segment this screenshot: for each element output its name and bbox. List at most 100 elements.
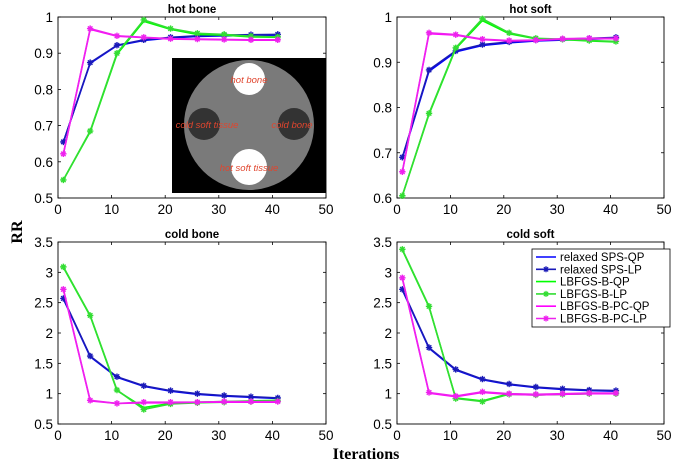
y-tick-label: 2: [45, 326, 53, 341]
data-point-lbfgs-b-lp: [479, 15, 486, 23]
legend-label-lbfgs-b-lp: LBFGS-B-LP: [560, 289, 627, 301]
inset-label-cold-bone: cold bone: [271, 120, 312, 131]
y-tick-label: 3: [45, 265, 53, 280]
data-point-lbfgs-b-lp: [505, 29, 513, 37]
inset-hot-soft-insert: [231, 149, 267, 185]
plot-area: [396, 16, 665, 199]
x-tick-label: 50: [656, 428, 671, 443]
data-point-lbfgs-b-lp: [140, 16, 147, 24]
panel-hot-soft: hot soft 0 10 20 30 40 50 0.6 0.7 0.8 0.9 1: [373, 4, 671, 217]
data-point-lbfgs-b-lp: [194, 30, 201, 37]
data-point-lbfgs-b-pc-lp: [86, 25, 94, 32]
data-point-lbfgs-b-pc-lp: [479, 388, 486, 396]
x-tick-label: 50: [318, 202, 333, 217]
data-point-lbfgs-b-pc-lp: [167, 398, 174, 406]
data-point-lbfgs-b-pc-lp: [505, 37, 513, 44]
y-tick-label: 2: [384, 326, 392, 341]
inset-label-hot-soft-tissue: hot soft tissue: [220, 163, 279, 174]
x-axis-label: Iterations: [333, 446, 400, 463]
inset-label-cold-soft-tissue: cold soft tissue: [176, 120, 239, 131]
data-point-lbfgs-b-lp: [425, 303, 433, 310]
data-point-lbfgs-b-pc-lp: [479, 35, 486, 43]
data-point-relaxed-sps-lp: [86, 59, 94, 66]
data-point-lbfgs-b-pc-lp: [612, 389, 620, 397]
data-point-relaxed-sps-lp: [425, 344, 433, 351]
data-point-lbfgs-b-pc-lp: [586, 389, 593, 397]
y-tick-label: 0.7: [373, 146, 392, 161]
data-point-lbfgs-b-lp: [86, 127, 94, 135]
data-point-relaxed-sps-lp: [452, 366, 459, 373]
y-tick-label: 1: [45, 10, 53, 25]
data-point-lbfgs-b-pc-lp: [425, 389, 433, 396]
x-tick-label: 0: [54, 202, 62, 217]
data-point-lbfgs-b-pc-lp: [399, 274, 406, 281]
data-point-lbfgs-b-lp: [60, 263, 67, 271]
y-tick-label: 0.5: [373, 417, 392, 432]
y-tick-label: 0.5: [34, 417, 53, 432]
plot-area: [57, 241, 327, 425]
inset-hot-bone-insert: [233, 63, 265, 95]
panel-cold-soft: cold soft 0 10 20 30 40 50 0.5 1 1.5 2 2.5 3 3.5: [373, 229, 671, 443]
y-tick-label: 3.5: [34, 235, 53, 250]
data-point-lbfgs-b-pc-lp: [586, 35, 593, 42]
x-tick-label: 0: [393, 202, 401, 217]
x-tick-label: 10: [443, 202, 458, 217]
data-point-relaxed-sps-lp: [479, 375, 486, 383]
x-tick-label: 10: [443, 428, 458, 443]
legend-marker-lbfgs-b-pc-lp: [543, 315, 549, 322]
data-point-lbfgs-b-pc-lp: [113, 32, 121, 40]
x-tick-label: 0: [393, 428, 401, 443]
data-point-lbfgs-b-lp: [247, 32, 255, 40]
data-point-lbfgs-b-pc-lp: [140, 398, 147, 406]
data-point-lbfgs-b-pc-lp: [247, 36, 255, 44]
y-tick-label: 3.5: [373, 235, 392, 250]
y-tick-label: 3: [384, 265, 392, 280]
y-tick-label: 1.5: [373, 356, 392, 371]
x-tick-label: 20: [158, 202, 173, 217]
panel-title: hot soft: [509, 4, 551, 16]
x-tick-label: 10: [104, 428, 119, 443]
y-tick-label: 1: [384, 387, 392, 402]
data-point-lbfgs-b-pc-lp: [399, 168, 406, 175]
x-tick-label: 50: [656, 202, 671, 217]
data-point-relaxed-sps-lp: [505, 380, 513, 388]
data-point-relaxed-sps-lp: [86, 352, 94, 360]
panel-title: cold bone: [165, 229, 219, 241]
x-tick-label: 20: [496, 428, 511, 443]
inset-cold-soft-insert: [188, 108, 220, 140]
data-point-relaxed-sps-lp: [425, 66, 433, 74]
y-tick-label: 0.8: [373, 101, 392, 116]
data-point-lbfgs-b-pc-lp: [113, 400, 121, 407]
data-point-lbfgs-b-pc-lp: [452, 31, 459, 38]
x-tick-label: 30: [211, 202, 226, 217]
y-tick-label: 0.8: [34, 82, 53, 97]
y-tick-label: 0.9: [373, 55, 392, 70]
legend-label-relaxed-sps-qp: relaxed SPS-QP: [560, 252, 645, 264]
data-point-lbfgs-b-pc-lp: [274, 398, 281, 405]
legend-label-lbfgs-b-qp: LBFGS-B-QP: [560, 277, 630, 289]
data-point-lbfgs-b-pc-lp: [247, 398, 255, 405]
y-tick-label: 0.5: [34, 191, 53, 206]
data-point-lbfgs-b-lp: [399, 246, 406, 253]
x-tick-label: 30: [550, 202, 565, 217]
panel-title: hot bone: [168, 4, 217, 16]
legend-label-lbfgs-b-pc-lp: LBFGS-B-PC-LP: [560, 314, 647, 326]
legend-marker-lbfgs-b-lp: [543, 290, 549, 297]
data-point-lbfgs-b-pc-lp: [194, 35, 201, 43]
data-point-relaxed-sps-lp: [399, 286, 406, 293]
legend-label-lbfgs-b-pc-qp: LBFGS-B-PC-QP: [560, 301, 650, 313]
data-point-lbfgs-b-pc-lp: [220, 398, 228, 405]
y-axis-label: RR: [9, 220, 26, 244]
y-tick-label: 1: [45, 387, 53, 402]
data-point-lbfgs-b-pc-lp: [559, 390, 566, 397]
data-point-lbfgs-b-lp: [479, 398, 486, 405]
y-tick-label: 2.5: [34, 296, 53, 311]
phantom-inset: hot bone cold soft tissue cold bone hot …: [172, 58, 326, 193]
data-point-lbfgs-b-lp: [113, 386, 121, 394]
data-point-lbfgs-b-lp: [452, 44, 459, 51]
y-tick-label: 0.6: [373, 191, 392, 206]
data-point-lbfgs-b-pc-lp: [60, 150, 67, 158]
data-point-relaxed-sps-lp: [113, 373, 121, 380]
data-point-lbfgs-b-pc-lp: [220, 36, 228, 43]
